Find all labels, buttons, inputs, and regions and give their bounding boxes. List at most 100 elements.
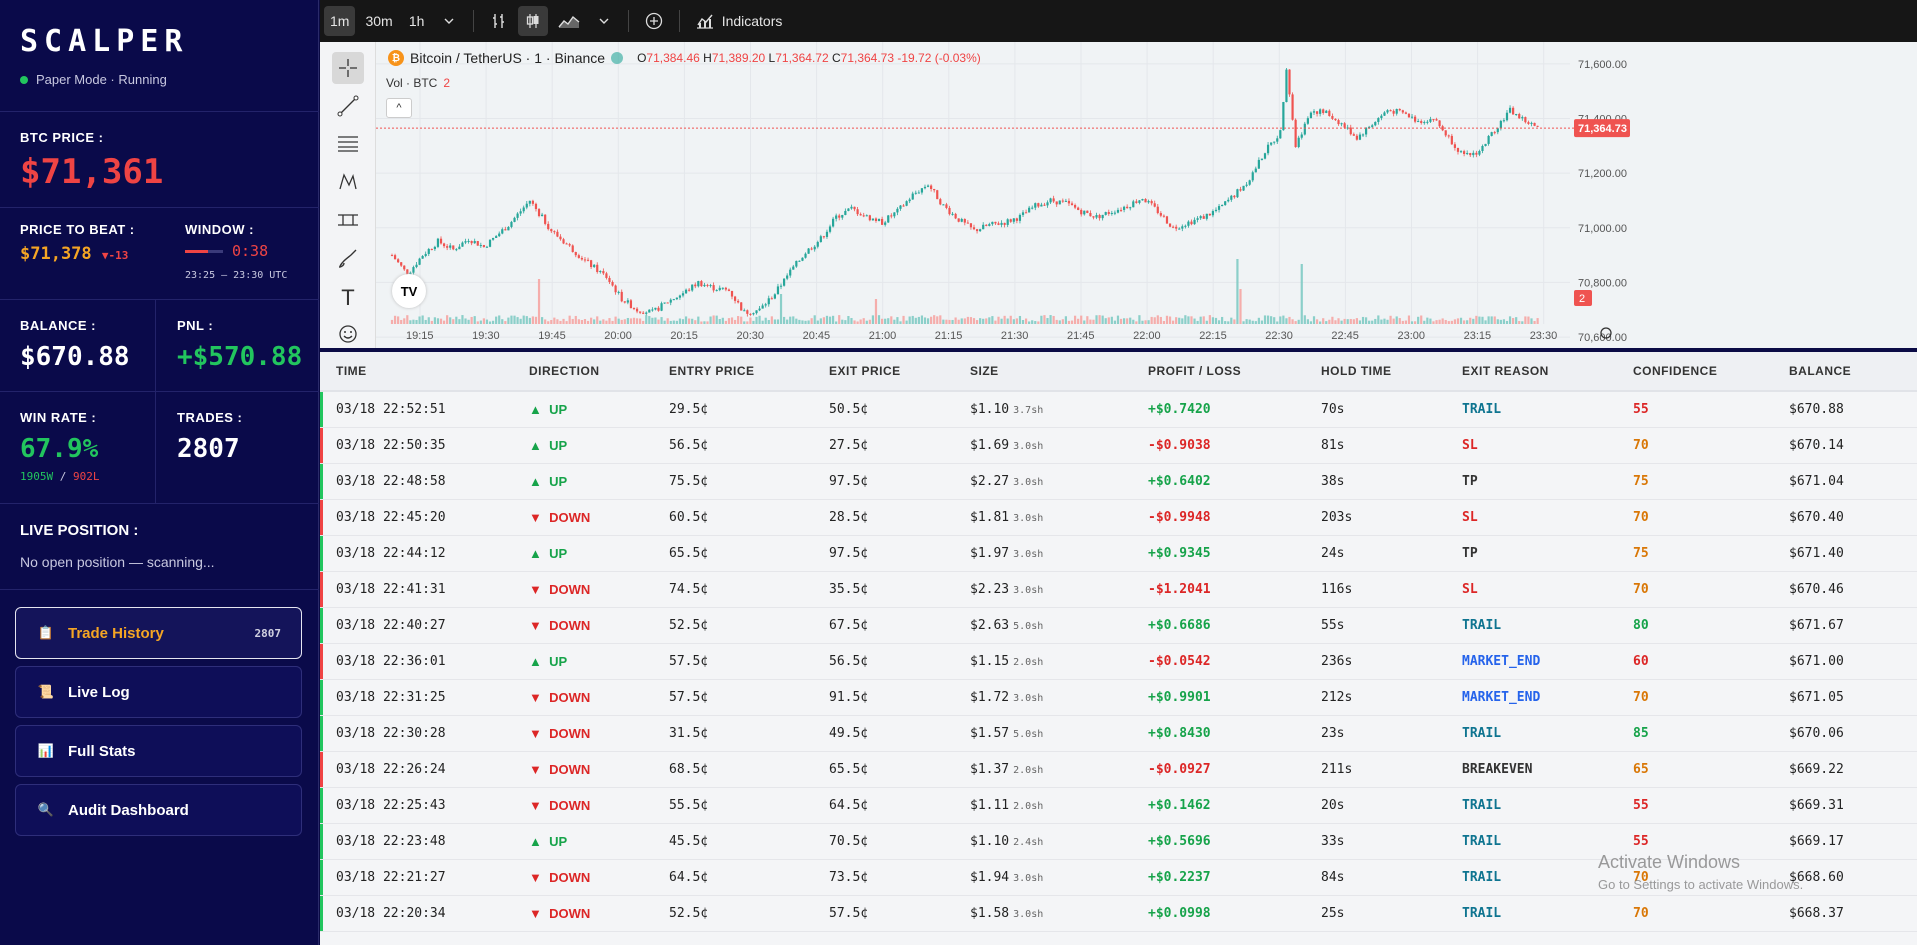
direction-arrow-icon: ▲ [529,546,542,561]
volume-bar [721,317,724,324]
candles-style-icon[interactable] [517,6,548,36]
table-row[interactable]: 03/18 22:30:28 ▼ DOWN 31.5¢ 49.5¢ $1.57 5.0sh… [320,716,1917,752]
chart-type-chevron-icon[interactable] [590,6,618,36]
bar-style-icon[interactable] [484,6,514,36]
candle [1435,119,1438,121]
table-row[interactable]: 03/18 22:25:43 ▼ DOWN 55.5¢ 64.5¢ $1.11 2.0sh… [320,788,1917,824]
audit-dashboard-button[interactable]: 🔍 Audit Dashboard [15,784,302,836]
table-row[interactable]: 03/18 22:26:24 ▼ DOWN 68.5¢ 65.5¢ $1.37 2.0sh… [320,752,1917,788]
candle [672,299,675,301]
column-header[interactable]: HOLD TIME [1321,364,1392,378]
column-header[interactable]: EXIT REASON [1462,364,1549,378]
column-header[interactable]: TIME [336,364,367,378]
volume-bar [1098,315,1101,324]
cell-confidence: 70 [1633,690,1649,705]
candle [945,204,948,208]
tradingview-logo-icon[interactable]: TV [392,274,426,308]
volume-bar [752,320,755,324]
volume-bar [442,320,446,324]
candle [1110,212,1113,214]
candle [559,236,562,240]
volume-bar [464,318,467,324]
beat-window-section: PRICE TO BEAT : $71,378 ▼-13 WINDOW : 0:… [0,208,319,300]
live-log-button[interactable]: 📜 Live Log [15,666,302,718]
table-row[interactable]: 03/18 22:23:48 ▲ UP 45.5¢ 70.5¢ $1.10 2.4sh +$… [320,824,1917,860]
cell-profit-loss: +$0.0998 [1148,906,1211,921]
volume-bar [779,294,783,324]
column-header[interactable]: DIRECTION [529,364,600,378]
volume-bar [1450,320,1453,324]
candle [1129,207,1132,209]
status-dot-icon [20,75,28,84]
table-row[interactable]: 03/18 22:45:20 ▼ DOWN 60.5¢ 28.5¢ $1.81 3.0sh… [320,500,1917,536]
interval-dropdown-chevron-icon[interactable] [435,6,463,36]
chart-settings-icon[interactable] [1600,327,1612,339]
pattern-icon[interactable] [332,166,364,198]
cell-time: 03/18 22:23:48 [336,834,446,849]
table-row[interactable]: 03/18 22:36:01 ▲ UP 57.5¢ 56.5¢ $1.15 2.0sh -$… [320,644,1917,680]
price-chart[interactable]: T 71,600.0071,400.0071,200.0071,000.0070… [320,42,1917,348]
table-row[interactable]: 03/18 22:40:27 ▼ DOWN 52.5¢ 67.5¢ $2.63 5.0sh… [320,608,1917,644]
table-row[interactable]: 03/18 22:44:12 ▲ UP 65.5¢ 97.5¢ $1.97 3.0sh +$… [320,536,1917,572]
column-header[interactable]: BALANCE [1789,364,1852,378]
candle [540,214,544,217]
table-row[interactable]: 03/18 22:31:25 ▼ DOWN 57.5¢ 91.5¢ $1.72 3.0sh… [320,680,1917,716]
column-header[interactable]: PROFIT / LOSS [1148,364,1242,378]
ruler-icon[interactable] [332,204,364,236]
candle [436,238,440,247]
table-row[interactable]: 03/18 22:41:31 ▼ DOWN 74.5¢ 35.5¢ $2.23 3.0sh… [320,572,1917,608]
candle [991,221,994,225]
candle [899,205,902,209]
ohlc-values: O71,384.46 H71,389.20 L71,364.72 C71,364… [637,51,981,65]
candle [994,221,997,224]
brush-icon[interactable] [332,242,364,274]
indicators-button[interactable]: Indicators [690,6,789,36]
cell-balance: $671.67 [1789,618,1844,633]
area-style-icon[interactable] [552,6,586,36]
volume-bar [1205,320,1208,324]
text-tool-icon[interactable]: T [341,285,355,310]
candle [703,284,706,287]
volume-bar [577,319,580,324]
cell-hold-time: 24s [1321,546,1345,561]
table-row[interactable]: 03/18 22:21:27 ▼ DOWN 64.5¢ 73.5¢ $1.94 3.0sh… [320,860,1917,896]
add-plus-icon[interactable] [639,6,669,36]
column-header[interactable]: CONFIDENCE [1633,364,1718,378]
collapse-legend-chevron-icon[interactable]: ^ [386,98,412,118]
cell-time: 03/18 22:31:25 [336,690,446,705]
candle [1037,203,1040,207]
cell-exit-price: 64.5¢ [829,798,869,813]
column-header[interactable]: SIZE [970,364,999,378]
volume-bar [1000,318,1003,324]
candle [1282,102,1285,131]
column-header[interactable]: EXIT PRICE [829,364,901,378]
interval-1h[interactable]: 1h [408,13,425,29]
wins-losses-sep: / [59,470,67,483]
table-row[interactable]: 03/18 22:50:35 ▲ UP 56.5¢ 27.5¢ $1.69 3.0sh -$… [320,428,1917,464]
trade-history-button[interactable]: 📋 Trade History 2807 [15,607,302,659]
trend-line-icon[interactable] [332,90,364,122]
volume-bar [1459,317,1463,324]
cell-entry-price: 31.5¢ [669,726,709,741]
candle [1456,147,1460,152]
table-row[interactable]: 03/18 22:20:34 ▼ DOWN 52.5¢ 57.5¢ $1.58 3.0sh… [320,896,1917,932]
column-header[interactable]: ENTRY PRICE [669,364,755,378]
table-row[interactable]: 03/18 22:48:58 ▲ UP 75.5¢ 97.5¢ $2.27 3.0sh +$… [320,464,1917,500]
candlestick-chart[interactable]: 71,600.0071,400.0071,200.0071,000.0070,8… [376,42,1917,348]
volume-bar [553,317,556,324]
emoji-icon[interactable] [332,318,364,350]
full-stats-button[interactable]: 📊 Full Stats [15,725,302,777]
candle [522,207,525,212]
size-value: $2.23 [970,582,1010,597]
volume-bar [467,319,470,324]
interval-1m[interactable]: 1m [324,6,356,36]
sidebar: SCALPER Paper Mode · Running BTC PRICE :… [0,0,319,945]
interval-30m[interactable]: 30m [365,13,393,29]
candle [568,244,571,246]
table-row[interactable]: 03/18 22:52:51 ▲ UP 29.5¢ 50.5¢ $1.10 3.7sh +$… [320,392,1917,428]
crosshair-icon[interactable] [332,52,364,84]
candle [1165,216,1169,224]
volume-bar [1129,317,1132,324]
horizontal-lines-icon[interactable] [332,128,364,160]
candle [485,246,489,248]
